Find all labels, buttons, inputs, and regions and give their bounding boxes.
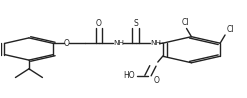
Text: NH: NH [150,40,161,46]
Text: O: O [64,39,70,48]
Text: O: O [154,76,160,85]
Text: O: O [96,19,102,28]
Text: NH: NH [113,40,124,46]
Text: Cl: Cl [226,25,234,34]
Text: HO: HO [123,71,135,80]
Text: Cl: Cl [182,18,189,27]
Text: S: S [133,19,138,28]
